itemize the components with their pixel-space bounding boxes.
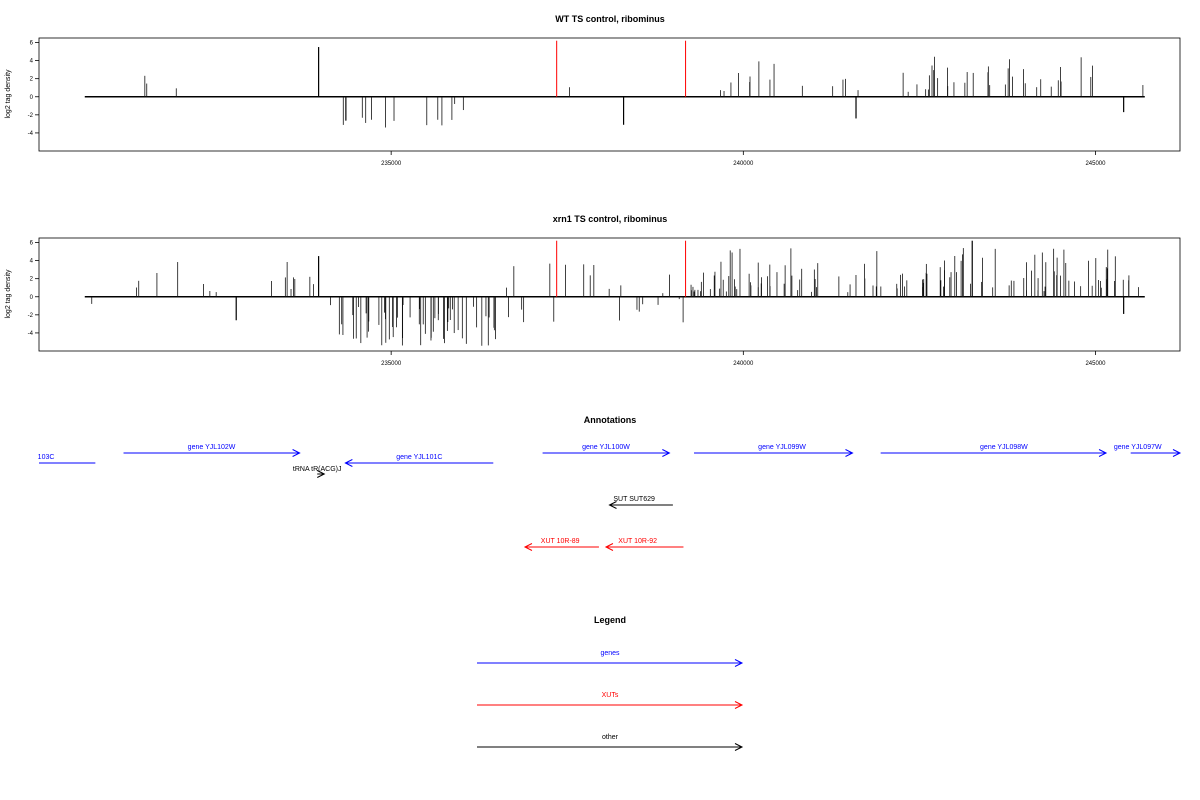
axes: -4 -2 0 2 4 6 235000 240000 245000 bbox=[28, 241, 1106, 367]
arrow-right-icon bbox=[292, 449, 301, 457]
annotation-feature: gene YJL098W bbox=[880, 444, 1108, 457]
plot-frame bbox=[38, 237, 1181, 352]
annotation-feature: SUT SUT629 bbox=[608, 496, 673, 509]
arrow-right-icon bbox=[1098, 449, 1108, 457]
y-tick-label: 2 bbox=[30, 277, 34, 283]
y-axis-label: log2 tag density bbox=[5, 269, 12, 319]
annotation-feature: gene YJL100W bbox=[542, 444, 671, 457]
arrow-right-icon bbox=[734, 659, 744, 667]
arrow-left-icon bbox=[523, 543, 533, 551]
feature-label: gene YJL097W bbox=[1114, 444, 1162, 451]
legend-entry: genes bbox=[477, 650, 744, 667]
y-tick-label: 6 bbox=[30, 241, 34, 247]
legend-title: Legend bbox=[594, 615, 626, 625]
feature-label: gene YJL100W bbox=[582, 444, 630, 451]
annotations-title: Annotations bbox=[584, 415, 637, 425]
y-tick-label: 0 bbox=[30, 295, 34, 301]
x-tick-label: 235000 bbox=[381, 161, 402, 167]
x-tick-label: 245000 bbox=[1085, 361, 1106, 367]
density-bars bbox=[84, 240, 1145, 346]
y-tick-label: 4 bbox=[30, 259, 34, 265]
y-tick-label: -4 bbox=[28, 331, 34, 337]
feature-label: 103C bbox=[38, 454, 55, 461]
xrn1-density-panel: xrn1 TS control, ribominus log2 tag dens… bbox=[5, 214, 1181, 367]
annotations-track: Annotations 103C gene YJL102W gene YJL101C… bbox=[38, 415, 1182, 551]
arrow-right-icon bbox=[734, 743, 744, 751]
x-tick-label: 240000 bbox=[733, 161, 754, 167]
feature-label: SUT SUT629 bbox=[613, 496, 655, 503]
feature-label: gene YJL101C bbox=[396, 454, 442, 461]
feature-label: XUT 10R-92 bbox=[618, 538, 657, 545]
x-tick-label: 245000 bbox=[1085, 161, 1106, 167]
legend: Legend genes XUTs other bbox=[477, 615, 744, 751]
legend-label: other bbox=[602, 734, 619, 741]
arrow-right-icon bbox=[734, 701, 744, 709]
arrow-right-icon bbox=[662, 449, 671, 457]
y-tick-label: -2 bbox=[28, 313, 34, 319]
annotation-feature: XUT 10R-92 bbox=[604, 538, 684, 551]
legend-label: genes bbox=[600, 650, 620, 657]
annotation-feature: gene YJL099W bbox=[694, 444, 854, 457]
annotation-feature: gene YJL101C bbox=[344, 454, 494, 467]
feature-label: XUT 10R-89 bbox=[541, 538, 580, 545]
plot-frame bbox=[38, 37, 1181, 152]
y-tick-label: 0 bbox=[30, 95, 34, 101]
legend-entry: other bbox=[477, 734, 744, 751]
axes: -4 -2 0 2 4 6 235000 240000 245000 bbox=[28, 41, 1106, 167]
feature-label: gene YJL102W bbox=[188, 444, 236, 451]
density-bars bbox=[84, 40, 1145, 128]
feature-label: gene YJL099W bbox=[758, 444, 806, 451]
annotation-feature: 103C bbox=[38, 454, 96, 464]
wt-density-panel: WT TS control, ribominus log2 tag densit… bbox=[5, 14, 1181, 167]
y-tick-label: -2 bbox=[28, 113, 34, 119]
feature-label: tRNA tR(ACG)J bbox=[293, 466, 342, 473]
arrow-right-icon bbox=[317, 470, 326, 478]
panel-title: xrn1 TS control, ribominus bbox=[553, 214, 668, 224]
annotation-feature: XUT 10R-89 bbox=[523, 538, 599, 551]
y-tick-label: 2 bbox=[30, 77, 34, 83]
feature-label: gene YJL098W bbox=[980, 444, 1028, 451]
legend-entry: XUTs bbox=[477, 692, 744, 709]
y-tick-label: 6 bbox=[30, 41, 34, 47]
arrow-left-icon bbox=[604, 543, 614, 551]
arrow-left-icon bbox=[608, 501, 617, 509]
arrow-right-icon bbox=[1172, 449, 1182, 457]
arrow-left-icon bbox=[344, 459, 353, 467]
y-tick-label: 4 bbox=[30, 59, 34, 65]
panel-title: WT TS control, ribominus bbox=[555, 14, 665, 24]
x-tick-label: 240000 bbox=[733, 361, 754, 367]
legend-label: XUTs bbox=[602, 692, 619, 699]
annotation-feature: tRNA tR(ACG)J bbox=[293, 466, 342, 478]
y-tick-label: -4 bbox=[28, 131, 34, 137]
annotation-feature: gene YJL097W bbox=[1114, 444, 1182, 457]
annotation-feature: gene YJL102W bbox=[123, 444, 301, 457]
x-tick-label: 235000 bbox=[381, 361, 402, 367]
arrow-right-icon bbox=[845, 449, 854, 457]
y-axis-label: log2 tag density bbox=[5, 69, 12, 119]
